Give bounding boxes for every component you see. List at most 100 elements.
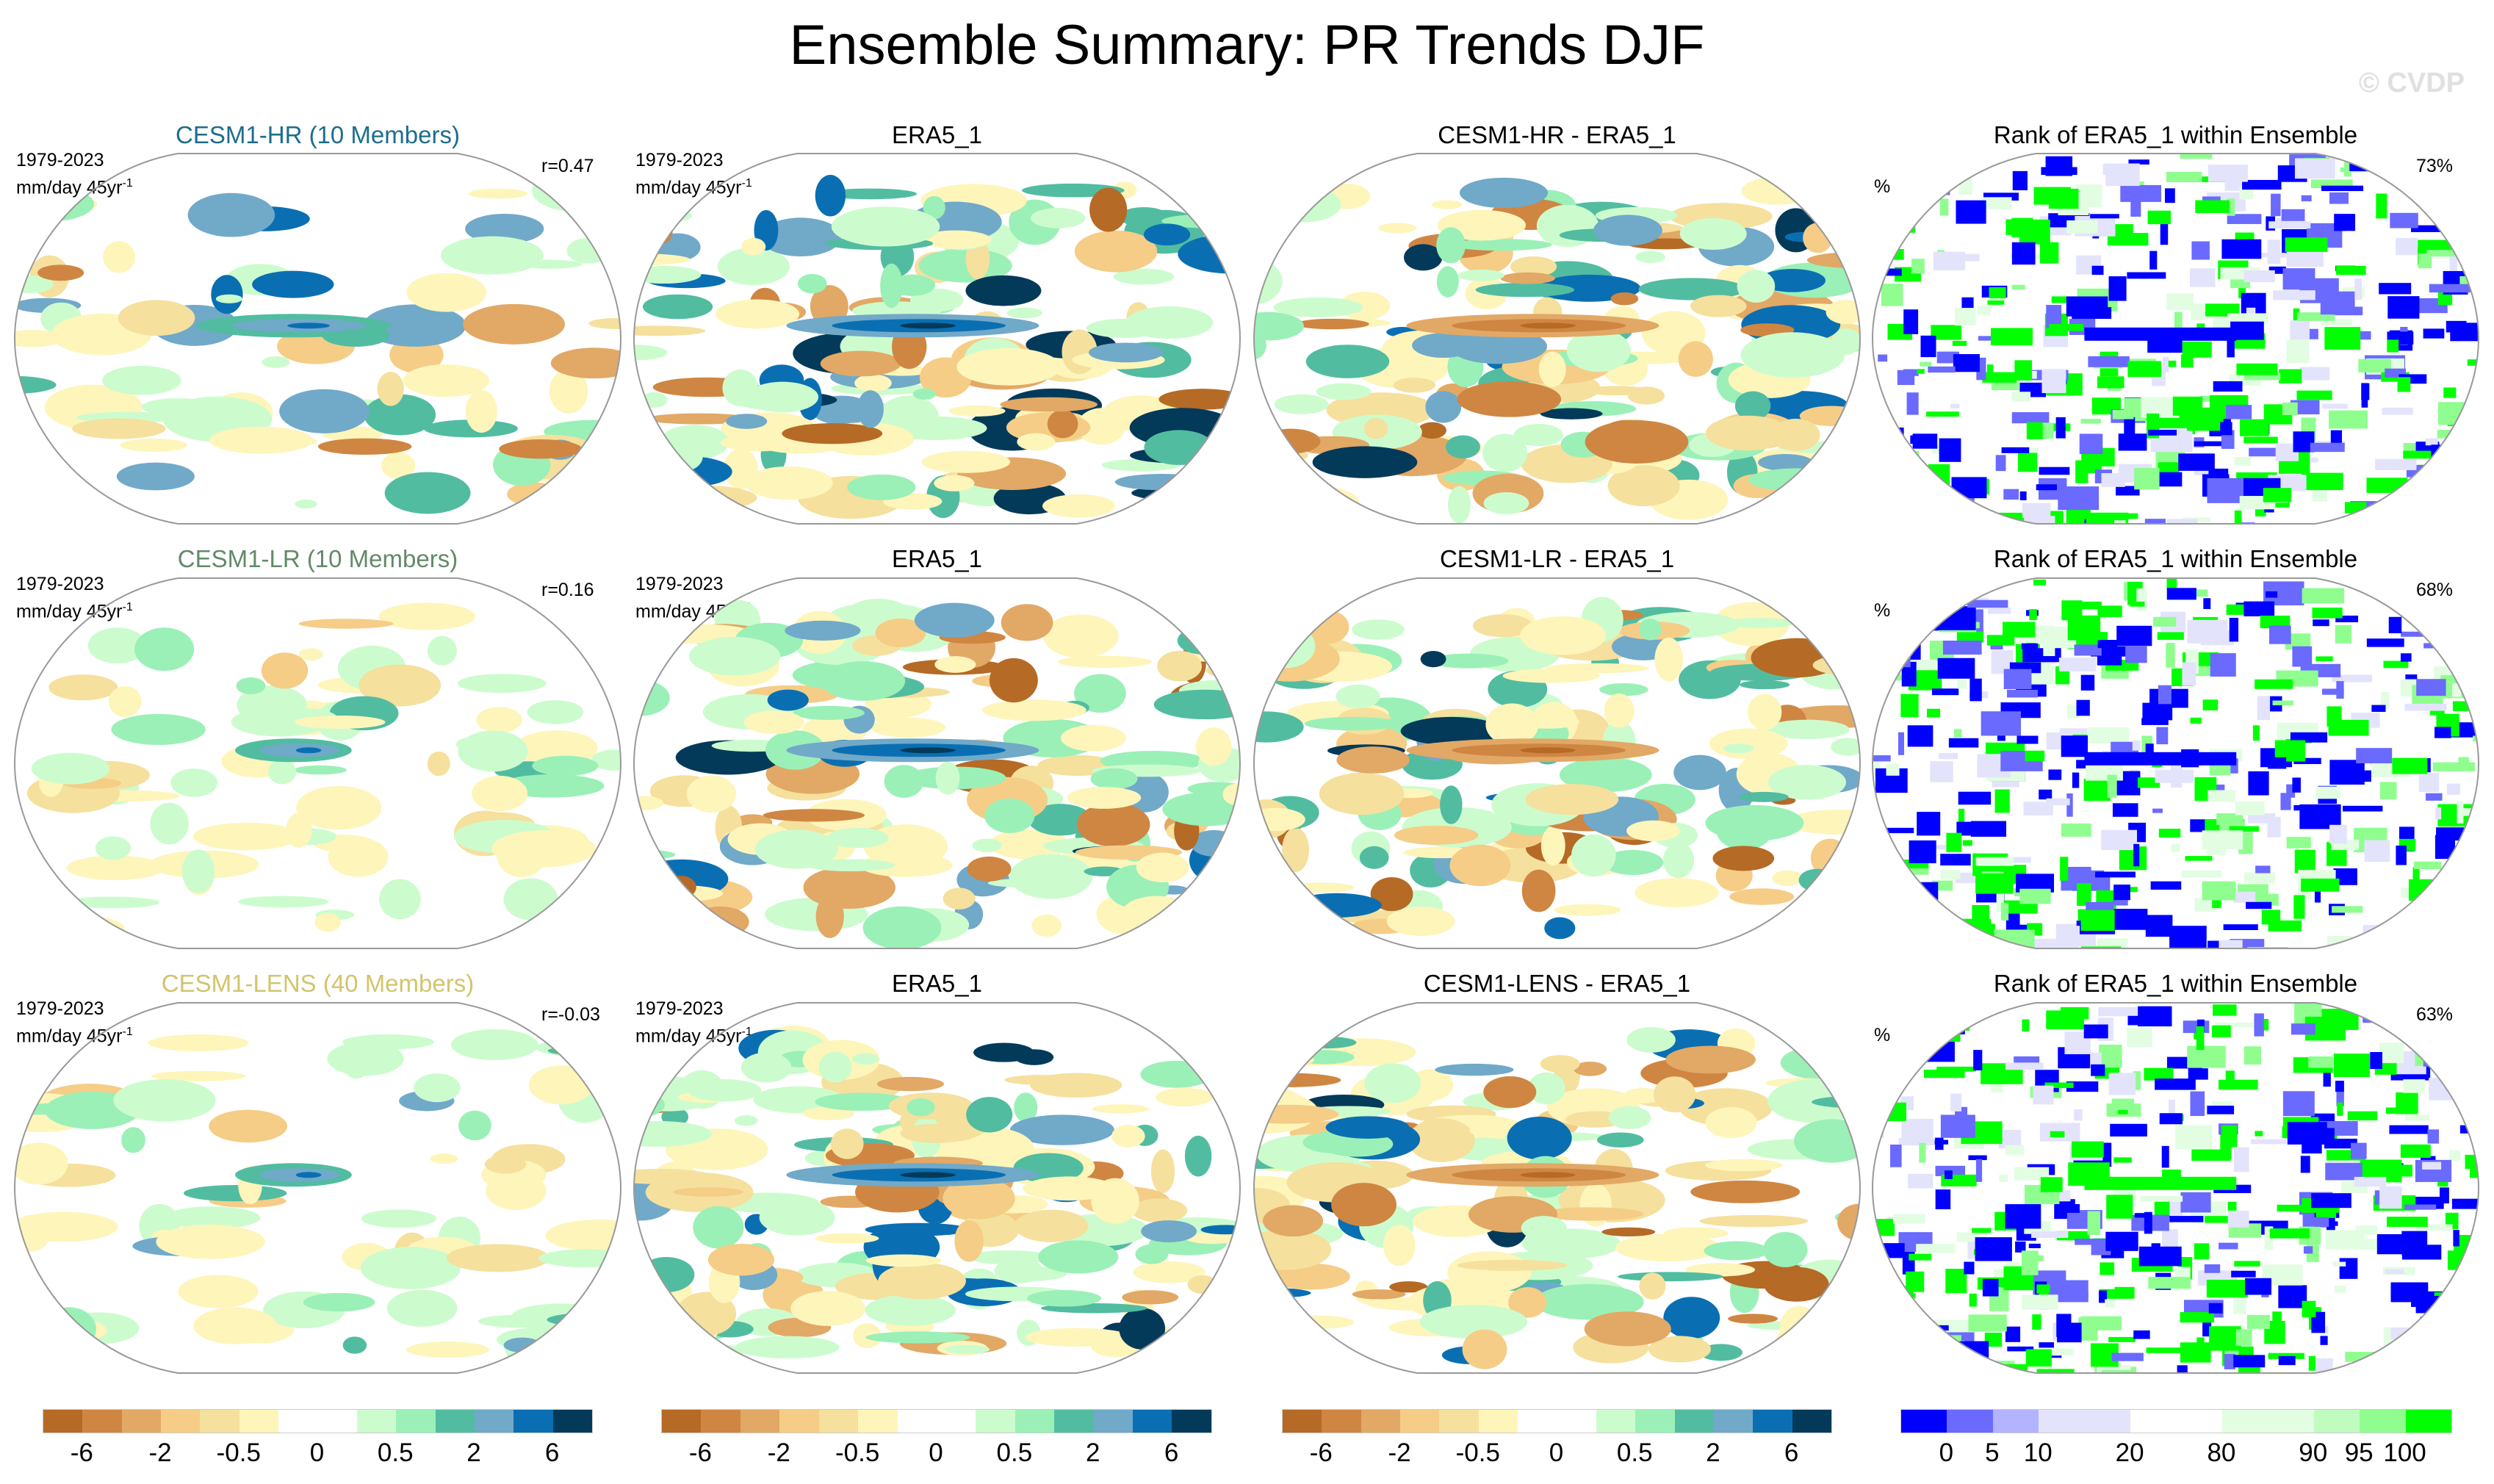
colorbar-label: 2 xyxy=(1706,1438,1720,1467)
rank-cell xyxy=(2397,377,2411,392)
rank-cell xyxy=(2134,1213,2149,1218)
units-label: mm/day 45yr-1 xyxy=(16,596,133,623)
colorbar-label: -6 xyxy=(688,1438,712,1467)
rank-cell xyxy=(1975,1159,1983,1182)
trend-patch xyxy=(545,1220,621,1252)
map-outline xyxy=(1872,577,2479,949)
trend-patch xyxy=(327,1042,404,1076)
trend-colorbar xyxy=(1282,1409,1832,1433)
trend-patch xyxy=(406,1341,489,1358)
rank-cell xyxy=(2423,1042,2452,1056)
rank-cell xyxy=(2033,579,2047,586)
trend-patch xyxy=(1273,297,1363,317)
rank-cell xyxy=(2456,162,2479,175)
rank-cell xyxy=(2212,1025,2231,1037)
trend-patch xyxy=(1030,207,1086,228)
rank-cell xyxy=(2285,633,2311,650)
rank-cell xyxy=(2022,447,2039,456)
colorbar-swatch xyxy=(1674,1410,1714,1433)
itcz-band xyxy=(295,747,322,754)
rank-cell xyxy=(2400,1144,2431,1158)
rank-cell xyxy=(2003,489,2019,500)
rank-cell xyxy=(1969,1293,1977,1307)
rank-cell xyxy=(2255,865,2271,874)
trend-patch xyxy=(42,1307,96,1351)
rank-cell xyxy=(1990,1371,2020,1373)
rank-cell xyxy=(2303,1246,2313,1254)
trend-patch xyxy=(1038,1240,1119,1274)
rank-cell xyxy=(2119,846,2147,871)
rank-cell xyxy=(2157,632,2184,640)
rank-cell xyxy=(2087,1052,2102,1067)
trend-patch xyxy=(806,859,895,872)
trend-patch xyxy=(209,426,313,454)
rank-cell xyxy=(1942,1357,1978,1373)
trend-patch xyxy=(262,356,290,368)
rank-cell xyxy=(1969,678,1982,702)
rank-cell xyxy=(2323,1069,2331,1087)
colorbar-label: -6 xyxy=(1309,1438,1333,1467)
rank-cell xyxy=(1956,630,1984,643)
rank-cell xyxy=(2268,221,2311,228)
rank-cell xyxy=(1951,477,1987,499)
rank-cell xyxy=(2268,1352,2304,1359)
rank-cell xyxy=(2427,1129,2440,1144)
rank-cell xyxy=(2146,1347,2185,1353)
trend-patch xyxy=(1195,727,1232,766)
colorbar-label: 100 xyxy=(2383,1438,2426,1467)
rank-cell xyxy=(1916,1244,1956,1254)
rank-cell xyxy=(2046,305,2062,328)
colorbar-label: 6 xyxy=(1164,1438,1179,1467)
trend-patch xyxy=(641,218,673,246)
rank-cell xyxy=(1873,755,1891,762)
colorbar-swatch xyxy=(2405,1410,2452,1433)
trend-patch xyxy=(634,1079,664,1101)
rank-cell xyxy=(2321,1221,2338,1226)
trend-patch xyxy=(528,1065,594,1105)
trend-patch xyxy=(484,1154,527,1174)
trend-patch xyxy=(634,438,671,453)
rank-cell xyxy=(2132,740,2141,751)
rank-cell xyxy=(2343,154,2385,159)
rank-cell xyxy=(2246,1314,2270,1329)
rank-cell xyxy=(2062,601,2102,610)
rank-cell xyxy=(2144,1067,2174,1081)
trend-patch xyxy=(1418,422,1446,439)
rank-cell xyxy=(2118,433,2147,451)
map-field xyxy=(1254,597,1860,940)
trend-patch xyxy=(1089,187,1128,232)
colorbar-swatch xyxy=(239,1410,279,1433)
trend-patch xyxy=(1768,765,1847,800)
rank-cell xyxy=(2358,359,2391,372)
trend-patch xyxy=(1662,842,1695,879)
rank-cell xyxy=(1873,1004,1901,1018)
rank-cell xyxy=(2074,1109,2083,1121)
rank-cell xyxy=(1950,1093,1962,1112)
rank-cell xyxy=(2032,1314,2041,1330)
rank-cell xyxy=(2072,772,2080,788)
rank-cell xyxy=(2418,1332,2443,1342)
colorbar-label: 80 xyxy=(2207,1438,2236,1467)
itcz-band xyxy=(900,747,956,754)
model-trend-map xyxy=(14,1002,621,1374)
rank-cell xyxy=(1981,197,2012,210)
trend-patch xyxy=(686,775,737,813)
rank-cell xyxy=(2392,757,2428,774)
rank-cell xyxy=(2257,696,2271,721)
rank-cell xyxy=(2417,239,2454,251)
rank-cell xyxy=(2243,601,2275,616)
rank-cell xyxy=(2113,900,2128,906)
rank-cell xyxy=(1930,761,1953,782)
rank-cell xyxy=(2227,334,2235,358)
rank-cell xyxy=(2134,467,2160,490)
rank-cell xyxy=(2060,1006,2089,1020)
trend-patch xyxy=(1184,1135,1212,1177)
trend-patch xyxy=(649,485,757,511)
rank-cell xyxy=(2206,1279,2248,1298)
trend-patch xyxy=(427,635,457,666)
trend-patch xyxy=(646,413,752,425)
trend-patch xyxy=(1679,217,1747,250)
rank-cell xyxy=(2021,1250,2039,1275)
trend-patch xyxy=(1270,1263,1350,1290)
map-outline xyxy=(1253,577,1861,949)
